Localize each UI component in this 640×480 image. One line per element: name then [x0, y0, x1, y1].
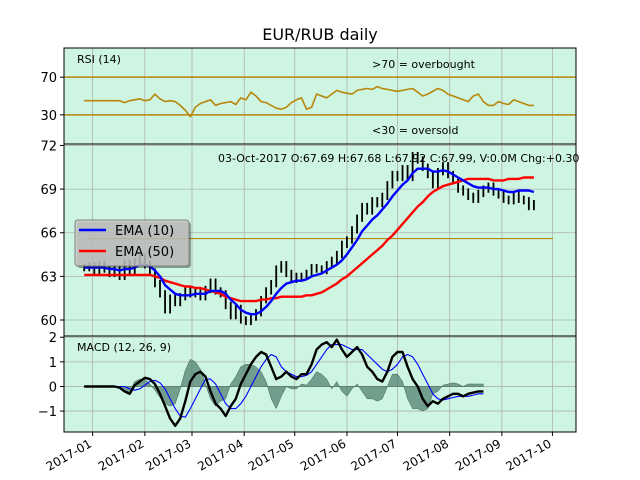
ema-50-line — [84, 176, 534, 303]
price-info-readout: 03-Oct-2017 O:67.69 H:67.68 L:67.92 C:67… — [218, 152, 579, 165]
price-legend: EMA (10) EMA (50) — [74, 219, 191, 268]
x-tick-label: 2017-07 — [349, 436, 399, 473]
chart-title: EUR/RUB daily — [262, 25, 378, 44]
x-tick-label: 2017-09 — [453, 436, 503, 473]
x-tick-label: 2017-06 — [298, 436, 348, 473]
series-lines — [84, 85, 535, 427]
macd-panel-frame — [63, 335, 577, 433]
price-tick-label: 63 — [40, 270, 57, 285]
rsi-tick-label: 30 — [40, 109, 57, 124]
macd-tick-label: 1 — [49, 356, 57, 371]
macd-tick-label: −1 — [38, 405, 57, 420]
oversold-annotation: <30 = oversold — [372, 124, 458, 137]
macd-tick-label: 2 — [49, 331, 57, 346]
y-axis-ticks: 70 30 72 69 66 63 60 2 1 0 −1 — [38, 71, 64, 420]
overbought-annotation: >70 = overbought — [372, 58, 476, 71]
macd-tick-label: 0 — [49, 380, 57, 395]
x-tick-label: 2017-02 — [96, 436, 146, 473]
x-tick-label: 2017-08 — [401, 436, 451, 473]
x-tick-label: 2017-10 — [503, 436, 553, 473]
macd-panel-label: MACD (12, 26, 9) — [77, 341, 171, 354]
ema-10-line — [84, 167, 535, 316]
x-tick-label: 2017-04 — [195, 436, 245, 473]
price-tick-label: 72 — [40, 139, 57, 154]
price-tick-label: 60 — [40, 314, 57, 329]
macd-histogram — [84, 359, 484, 412]
macd-line — [84, 338, 484, 427]
x-tick-label: 2017-05 — [246, 436, 296, 473]
legend-label-ema50: EMA (50) — [115, 245, 174, 260]
macd-histogram-area — [84, 359, 484, 412]
x-tick-label: 2017-01 — [44, 436, 94, 473]
price-tick-label: 66 — [40, 227, 57, 242]
rsi-line — [84, 85, 534, 118]
price-tick-label: 69 — [40, 183, 57, 198]
rsi-tick-label: 70 — [40, 71, 57, 86]
legend-label-ema10: EMA (10) — [115, 224, 174, 239]
rsi-panel-label: RSI (14) — [77, 53, 121, 66]
x-tick-label: 2017-03 — [143, 436, 193, 473]
